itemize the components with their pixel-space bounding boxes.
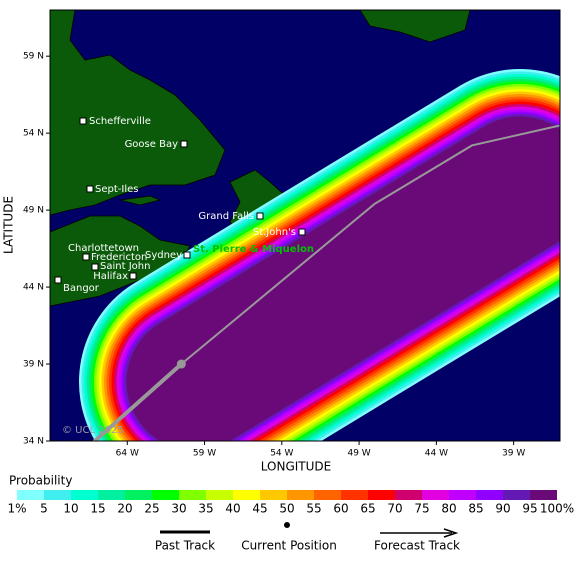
legend-level-label: 15 xyxy=(90,502,105,516)
legend-swatch xyxy=(17,490,44,500)
place-label: Goose Bay xyxy=(125,139,179,150)
legend-swatch xyxy=(314,490,341,500)
tracks xyxy=(92,124,560,441)
legend-swatch xyxy=(152,490,179,500)
legend-level-label: 20 xyxy=(117,502,132,516)
legend-swatch xyxy=(341,490,368,500)
legend-level-label: 70 xyxy=(387,502,402,516)
probability-swath xyxy=(79,69,560,441)
y-tick-label: 49 N xyxy=(23,206,44,216)
x-axis-label: LONGITUDE xyxy=(261,460,331,474)
legend-level-label: 60 xyxy=(333,502,348,516)
legend-level-label: 40 xyxy=(225,502,240,516)
legend-swatch xyxy=(449,490,476,500)
place-label: St.John's xyxy=(253,227,296,238)
y-tick-label: 39 N xyxy=(23,360,44,370)
legend-level-label: 90 xyxy=(495,502,510,516)
probability-band xyxy=(126,116,560,441)
legend-level-label: 30 xyxy=(171,502,186,516)
legend-swatch xyxy=(503,490,530,500)
legend-swatch xyxy=(260,490,287,500)
land xyxy=(50,10,471,307)
legend-swatch xyxy=(422,490,449,500)
legend-level-label: 50 xyxy=(279,502,294,516)
place-label: Schefferville xyxy=(89,116,151,127)
x-tick-label: 59 W xyxy=(193,449,216,459)
legend-level-label: 45 xyxy=(252,502,267,516)
legend-level-label: 65 xyxy=(360,502,375,516)
place-marker xyxy=(91,263,99,271)
legend-level-label: 95 xyxy=(522,502,537,516)
credit: © UCL 2025 xyxy=(62,425,124,436)
legend-level-label: 75 xyxy=(414,502,429,516)
legend: 1% 5 10 15 20 25 30 35 40 45 50 55 60 65 70 75 80 85 90 95 1… xyxy=(7,490,574,516)
y-tick-label: 34 N xyxy=(23,437,44,447)
place-marker xyxy=(86,185,94,193)
legend-level-label: 25 xyxy=(144,502,159,516)
legend-level-label: 1% xyxy=(7,502,26,516)
past_track xyxy=(92,362,184,441)
legend-label: Past Track xyxy=(155,539,215,553)
legend-title: Probability xyxy=(9,474,72,488)
legend-swatch xyxy=(233,490,260,500)
place-label: Halifax xyxy=(93,271,128,282)
x-tick-label: 49 W xyxy=(347,449,370,459)
y-tick-label: 54 N xyxy=(23,129,44,139)
legend-swatch xyxy=(395,490,422,500)
legend-label: Forecast Track xyxy=(374,539,460,553)
y-tick-label: 59 N xyxy=(23,52,44,62)
place-marker xyxy=(183,251,191,259)
legend-swatch xyxy=(125,490,152,500)
legend-level-label: 35 xyxy=(198,502,213,516)
legend-label: Current Position xyxy=(241,539,337,553)
y-axis-label: LATITUDE xyxy=(2,196,16,254)
place-label: Grand Falls xyxy=(198,211,254,222)
x-tick-label: 54 W xyxy=(270,449,293,459)
x-tick-label: 39 W xyxy=(502,449,525,459)
place-label: Bangor xyxy=(63,283,100,294)
legend-swatch xyxy=(206,490,233,500)
legend-swatch xyxy=(287,490,314,500)
place-label: Sydney xyxy=(145,250,182,261)
place-label: Sept-Iles xyxy=(95,184,138,195)
legend-swatch xyxy=(476,490,503,500)
legend-level-label: 5 xyxy=(40,502,48,516)
place-marker xyxy=(180,140,188,148)
place-marker xyxy=(54,276,62,284)
legend-level-label: 85 xyxy=(468,502,483,516)
place-label: Fredericton xyxy=(91,252,147,263)
place-label: Charlottetown xyxy=(68,243,139,254)
legend-swatch xyxy=(530,490,557,500)
legend-level-label: 100% xyxy=(540,502,574,516)
current-position-key xyxy=(284,522,290,528)
place-marker xyxy=(82,253,90,261)
legend-level-label: 80 xyxy=(441,502,456,516)
current-position xyxy=(176,359,186,369)
place-marker xyxy=(129,272,137,280)
legend-swatch xyxy=(44,490,71,500)
place-label: Saint John xyxy=(100,261,150,272)
region-label: St. Pierre & Miquelon xyxy=(193,244,314,255)
y-tick-label: 44 N xyxy=(23,283,44,293)
forecast-track-arrow xyxy=(443,528,459,538)
place-marker xyxy=(256,212,264,220)
legend-swatch xyxy=(71,490,98,500)
x-tick-label: 64 W xyxy=(116,449,139,459)
x-tick-label: 44 W xyxy=(425,449,448,459)
forecast_track xyxy=(180,124,560,366)
place-marker xyxy=(298,228,306,236)
legend-swatch xyxy=(368,490,395,500)
place-marker xyxy=(79,117,87,125)
places: Schefferville Goose Bay Sept-Iles Grand … xyxy=(54,116,314,436)
legend-swatch xyxy=(98,490,125,500)
legend-swatch xyxy=(179,490,206,500)
legend-level-label: 10 xyxy=(63,502,78,516)
legend-level-label: 55 xyxy=(306,502,321,516)
map-frame xyxy=(49,9,561,442)
